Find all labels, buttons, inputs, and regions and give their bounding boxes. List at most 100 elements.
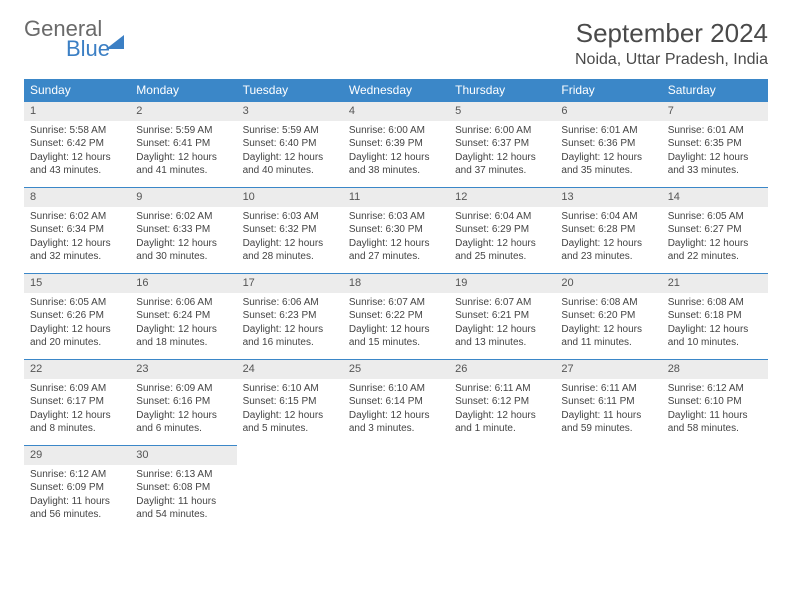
- daylight-text: Daylight: 12 hours and 25 minutes.: [455, 237, 549, 264]
- daylight-text: Daylight: 12 hours and 10 minutes.: [668, 323, 762, 350]
- day-number: 7: [662, 101, 768, 121]
- day-number: 28: [662, 359, 768, 379]
- daylight-text: Daylight: 12 hours and 6 minutes.: [136, 409, 230, 436]
- day-number: 1: [24, 101, 130, 121]
- sunset-text: Sunset: 6:39 PM: [349, 137, 443, 151]
- sunrise-text: Sunrise: 5:59 AM: [136, 124, 230, 138]
- day-body: Sunrise: 6:10 AMSunset: 6:15 PMDaylight:…: [237, 379, 343, 442]
- sunrise-text: Sunrise: 6:03 AM: [243, 210, 337, 224]
- daylight-text: Daylight: 12 hours and 16 minutes.: [243, 323, 337, 350]
- sunrise-text: Sunrise: 6:02 AM: [30, 210, 124, 224]
- calendar-cell: 5Sunrise: 6:00 AMSunset: 6:37 PMDaylight…: [449, 101, 555, 187]
- daylight-text: Daylight: 11 hours and 54 minutes.: [136, 495, 230, 522]
- sunset-text: Sunset: 6:42 PM: [30, 137, 124, 151]
- sunrise-text: Sunrise: 6:06 AM: [136, 296, 230, 310]
- daylight-text: Daylight: 12 hours and 20 minutes.: [30, 323, 124, 350]
- day-header: Saturday: [662, 79, 768, 101]
- day-body: Sunrise: 6:04 AMSunset: 6:29 PMDaylight:…: [449, 207, 555, 270]
- sunset-text: Sunset: 6:30 PM: [349, 223, 443, 237]
- calendar-cell: [555, 445, 661, 531]
- calendar-cell: 17Sunrise: 6:06 AMSunset: 6:23 PMDayligh…: [237, 273, 343, 359]
- day-body: Sunrise: 6:03 AMSunset: 6:32 PMDaylight:…: [237, 207, 343, 270]
- calendar-cell: 12Sunrise: 6:04 AMSunset: 6:29 PMDayligh…: [449, 187, 555, 273]
- day-body: Sunrise: 6:02 AMSunset: 6:34 PMDaylight:…: [24, 207, 130, 270]
- daylight-text: Daylight: 12 hours and 40 minutes.: [243, 151, 337, 178]
- day-number: 3: [237, 101, 343, 121]
- day-number: 21: [662, 273, 768, 293]
- calendar-cell: 7Sunrise: 6:01 AMSunset: 6:35 PMDaylight…: [662, 101, 768, 187]
- daylight-text: Daylight: 12 hours and 33 minutes.: [668, 151, 762, 178]
- sunrise-text: Sunrise: 6:11 AM: [561, 382, 655, 396]
- day-header: Tuesday: [237, 79, 343, 101]
- daylight-text: Daylight: 12 hours and 13 minutes.: [455, 323, 549, 350]
- sunset-text: Sunset: 6:11 PM: [561, 395, 655, 409]
- day-body: Sunrise: 6:11 AMSunset: 6:12 PMDaylight:…: [449, 379, 555, 442]
- daylight-text: Daylight: 12 hours and 11 minutes.: [561, 323, 655, 350]
- calendar-cell: 14Sunrise: 6:05 AMSunset: 6:27 PMDayligh…: [662, 187, 768, 273]
- day-number: 30: [130, 445, 236, 465]
- day-number: 8: [24, 187, 130, 207]
- sunrise-text: Sunrise: 6:12 AM: [668, 382, 762, 396]
- calendar-cell: 19Sunrise: 6:07 AMSunset: 6:21 PMDayligh…: [449, 273, 555, 359]
- day-body: Sunrise: 6:00 AMSunset: 6:37 PMDaylight:…: [449, 121, 555, 184]
- day-body: Sunrise: 6:10 AMSunset: 6:14 PMDaylight:…: [343, 379, 449, 442]
- day-number: 5: [449, 101, 555, 121]
- sunset-text: Sunset: 6:16 PM: [136, 395, 230, 409]
- daylight-text: Daylight: 12 hours and 18 minutes.: [136, 323, 230, 350]
- calendar-cell: 29Sunrise: 6:12 AMSunset: 6:09 PMDayligh…: [24, 445, 130, 531]
- day-number: 16: [130, 273, 236, 293]
- calendar-cell: 27 Sunrise: 6:11 AMSunset: 6:11 PMDayligh…: [555, 359, 661, 445]
- day-body: Sunrise: 6:00 AMSunset: 6:39 PMDaylight:…: [343, 121, 449, 184]
- calendar-cell: 11Sunrise: 6:03 AMSunset: 6:30 PMDayligh…: [343, 187, 449, 273]
- sunset-text: Sunset: 6:40 PM: [243, 137, 337, 151]
- sunrise-text: Sunrise: 6:07 AM: [455, 296, 549, 310]
- sunset-text: Sunset: 6:27 PM: [668, 223, 762, 237]
- day-body: Sunrise: 5:59 AMSunset: 6:40 PMDaylight:…: [237, 121, 343, 184]
- day-body: Sunrise: 6:04 AMSunset: 6:28 PMDaylight:…: [555, 207, 661, 270]
- sunrise-text: Sunrise: 6:01 AM: [561, 124, 655, 138]
- sunrise-text: Sunrise: 6:12 AM: [30, 468, 124, 482]
- location-subtitle: Noida, Uttar Pradesh, India: [575, 51, 768, 69]
- daylight-text: Daylight: 12 hours and 23 minutes.: [561, 237, 655, 264]
- day-body: Sunrise: 6:05 AMSunset: 6:26 PMDaylight:…: [24, 293, 130, 356]
- daylight-text: Daylight: 11 hours and 58 minutes.: [668, 409, 762, 436]
- sunset-text: Sunset: 6:09 PM: [30, 481, 124, 495]
- calendar-cell: 20Sunrise: 6:08 AMSunset: 6:20 PMDayligh…: [555, 273, 661, 359]
- day-number: 23: [130, 359, 236, 379]
- sunset-text: Sunset: 6:35 PM: [668, 137, 762, 151]
- day-body: Sunrise: 6:05 AMSunset: 6:27 PMDaylight:…: [662, 207, 768, 270]
- day-body: Sunrise: 5:59 AMSunset: 6:41 PMDaylight:…: [130, 121, 236, 184]
- sunrise-text: Sunrise: 6:08 AM: [668, 296, 762, 310]
- sunset-text: Sunset: 6:21 PM: [455, 309, 549, 323]
- calendar-row: 22Sunrise: 6:09 AMSunset: 6:17 PMDayligh…: [24, 359, 768, 445]
- calendar-row: 29Sunrise: 6:12 AMSunset: 6:09 PMDayligh…: [24, 445, 768, 531]
- day-body: Sunrise: 5:58 AMSunset: 6:42 PMDaylight:…: [24, 121, 130, 184]
- calendar-cell: [237, 445, 343, 531]
- sunrise-text: Sunrise: 6:09 AM: [136, 382, 230, 396]
- calendar-cell: [343, 445, 449, 531]
- daylight-text: Daylight: 12 hours and 8 minutes.: [30, 409, 124, 436]
- day-number: 4: [343, 101, 449, 121]
- day-number: 12: [449, 187, 555, 207]
- daylight-text: Daylight: 12 hours and 30 minutes.: [136, 237, 230, 264]
- sunrise-text: Sunrise: 6:00 AM: [349, 124, 443, 138]
- day-body: Sunrise: 6:06 AMSunset: 6:24 PMDaylight:…: [130, 293, 236, 356]
- daylight-text: Daylight: 11 hours and 59 minutes.: [561, 409, 655, 436]
- day-number: 14: [662, 187, 768, 207]
- sunset-text: Sunset: 6:37 PM: [455, 137, 549, 151]
- calendar-cell: 24Sunrise: 6:10 AMSunset: 6:15 PMDayligh…: [237, 359, 343, 445]
- sunset-text: Sunset: 6:29 PM: [455, 223, 549, 237]
- calendar-cell: 13Sunrise: 6:04 AMSunset: 6:28 PMDayligh…: [555, 187, 661, 273]
- day-number: 27: [555, 359, 661, 379]
- sunrise-text: Sunrise: 6:11 AM: [455, 382, 549, 396]
- sunset-text: Sunset: 6:17 PM: [30, 395, 124, 409]
- calendar-cell: 8Sunrise: 6:02 AMSunset: 6:34 PMDaylight…: [24, 187, 130, 273]
- day-body: Sunrise: 6:09 AMSunset: 6:16 PMDaylight:…: [130, 379, 236, 442]
- daylight-text: Daylight: 12 hours and 32 minutes.: [30, 237, 124, 264]
- day-number: 11: [343, 187, 449, 207]
- calendar-cell: 25Sunrise: 6:10 AMSunset: 6:14 PMDayligh…: [343, 359, 449, 445]
- day-body: Sunrise: 6:09 AMSunset: 6:17 PMDaylight:…: [24, 379, 130, 442]
- sunrise-text: Sunrise: 6:00 AM: [455, 124, 549, 138]
- sunset-text: Sunset: 6:33 PM: [136, 223, 230, 237]
- sunrise-text: Sunrise: 6:10 AM: [243, 382, 337, 396]
